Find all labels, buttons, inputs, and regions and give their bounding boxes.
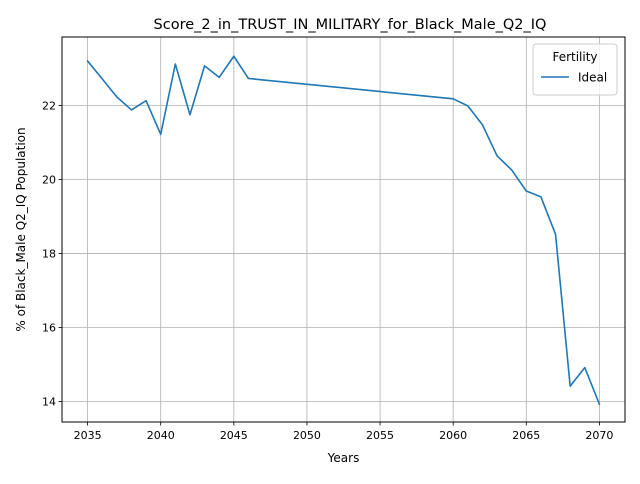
x-tick-label: 2050 (293, 429, 321, 442)
legend-title: Fertility (552, 50, 597, 64)
y-tick-label: 14 (42, 396, 56, 409)
x-tick-label: 2060 (439, 429, 467, 442)
x-tick-label: 2045 (220, 429, 248, 442)
y-tick-label: 16 (42, 322, 56, 335)
x-tick-label: 2070 (585, 429, 613, 442)
series-line-ideal (88, 56, 600, 404)
legend: Fertility Ideal (533, 44, 617, 95)
x-tick-label: 2065 (512, 429, 540, 442)
chart-title: Score_2_in_TRUST_IN_MILITARY_for_Black_M… (154, 17, 547, 33)
x-tick-label: 2055 (366, 429, 394, 442)
y-tick-label: 22 (42, 99, 56, 112)
series-layer (88, 56, 600, 404)
y-axis-label: % of Black_Male Q2_IQ Population (14, 127, 28, 331)
x-tick-label: 2035 (74, 429, 102, 442)
y-tick-label: 18 (42, 248, 56, 261)
x-axis-label: Years (327, 451, 360, 465)
x-tick-label: 2040 (147, 429, 175, 442)
y-tick-label: 20 (42, 174, 56, 187)
axis-ticks: 2035 2040 2045 2050 2055 2060 2065 2070 14 16 18 20… (42, 99, 613, 442)
legend-label-ideal: Ideal (578, 71, 607, 85)
